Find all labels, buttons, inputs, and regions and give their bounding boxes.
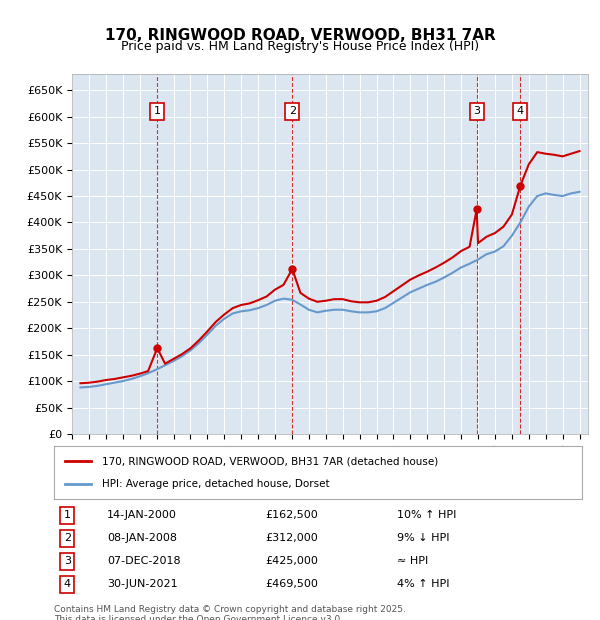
Text: £425,000: £425,000 bbox=[265, 556, 318, 566]
Text: 170, RINGWOOD ROAD, VERWOOD, BH31 7AR (detached house): 170, RINGWOOD ROAD, VERWOOD, BH31 7AR (d… bbox=[101, 456, 438, 466]
Text: 10% ↑ HPI: 10% ↑ HPI bbox=[397, 510, 457, 520]
Text: 3: 3 bbox=[473, 107, 480, 117]
Text: 9% ↓ HPI: 9% ↓ HPI bbox=[397, 533, 450, 543]
Text: 170, RINGWOOD ROAD, VERWOOD, BH31 7AR: 170, RINGWOOD ROAD, VERWOOD, BH31 7AR bbox=[104, 28, 496, 43]
Text: 4: 4 bbox=[64, 579, 71, 589]
Text: HPI: Average price, detached house, Dorset: HPI: Average price, detached house, Dors… bbox=[101, 479, 329, 489]
Text: 1: 1 bbox=[64, 510, 71, 520]
Text: 4% ↑ HPI: 4% ↑ HPI bbox=[397, 579, 450, 589]
Text: 3: 3 bbox=[64, 556, 71, 566]
Text: £162,500: £162,500 bbox=[265, 510, 318, 520]
Text: 14-JAN-2000: 14-JAN-2000 bbox=[107, 510, 176, 520]
Text: Contains HM Land Registry data © Crown copyright and database right 2025.
This d: Contains HM Land Registry data © Crown c… bbox=[54, 604, 406, 620]
Text: £469,500: £469,500 bbox=[265, 579, 318, 589]
Text: 4: 4 bbox=[517, 107, 524, 117]
Text: 2: 2 bbox=[64, 533, 71, 543]
Text: 08-JAN-2008: 08-JAN-2008 bbox=[107, 533, 177, 543]
Text: £312,000: £312,000 bbox=[265, 533, 318, 543]
Text: 1: 1 bbox=[154, 107, 161, 117]
Text: 2: 2 bbox=[289, 107, 296, 117]
Text: 30-JUN-2021: 30-JUN-2021 bbox=[107, 579, 178, 589]
Text: ≈ HPI: ≈ HPI bbox=[397, 556, 428, 566]
Text: Price paid vs. HM Land Registry's House Price Index (HPI): Price paid vs. HM Land Registry's House … bbox=[121, 40, 479, 53]
Text: 07-DEC-2018: 07-DEC-2018 bbox=[107, 556, 181, 566]
